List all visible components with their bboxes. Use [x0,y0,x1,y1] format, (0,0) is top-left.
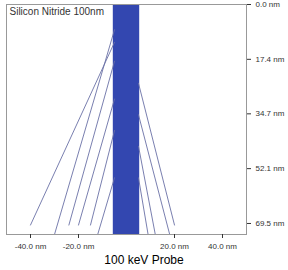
svg-text:-20.0 nm: -20.0 nm [63,242,95,251]
svg-text:20.0 nm: 20.0 nm [160,242,189,251]
svg-text:0.0 nm: 0.0 nm [256,0,281,9]
svg-text:69.5 nm: 69.5 nm [256,219,285,228]
svg-text:52.1 nm: 52.1 nm [256,164,285,173]
html-text:100 keV Probe: 100 keV Probe [104,253,184,267]
svg-text:34.7 nm: 34.7 nm [256,109,285,118]
svg-text:40.0 nm: 40.0 nm [208,242,237,251]
svg-text:-40.0 nm: -40.0 nm [15,242,47,251]
svg-text:17.4 nm: 17.4 nm [256,55,285,64]
svg-text:Silicon Nitride 100nm: Silicon Nitride 100nm [10,6,105,17]
